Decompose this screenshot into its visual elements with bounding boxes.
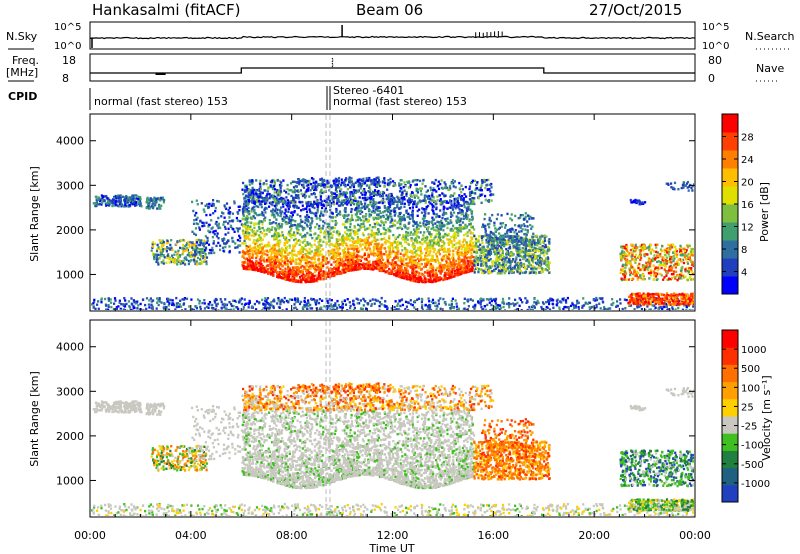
nsky-label: N.Sky — [6, 30, 38, 43]
colorbar-segment — [722, 416, 738, 434]
y-tick-label: 4000 — [56, 135, 84, 148]
y-tick-label: 1000 — [56, 474, 84, 487]
colorbar-segment — [722, 347, 738, 365]
nave-tick-bottom: 0 — [708, 72, 715, 85]
nsky-tick-top: 10^5 — [54, 22, 81, 33]
colorbar-segment — [722, 381, 738, 400]
nsky-trace — [89, 25, 696, 48]
freq-trace — [90, 57, 695, 75]
x-axis: 00:00 04:00 08:00 12:00 16:00 20:00 00:00 — [74, 114, 711, 542]
x-tick-label: 16:00 — [477, 529, 509, 542]
date-title: 27/Oct/2015 — [589, 1, 682, 19]
power-colorbar: 28 24 20 16 12 8 4 — [721, 113, 754, 295]
colorbar-segment — [722, 398, 738, 417]
colorbar-tick-label: 8 — [741, 245, 747, 256]
colorbar-segment — [722, 484, 738, 503]
freq-unit: [MHz] — [6, 66, 38, 79]
freq-tick-top: 18 — [62, 54, 76, 67]
colorbar-segment — [722, 204, 738, 223]
colorbar-segment — [722, 150, 738, 169]
colorbar-segment — [722, 467, 738, 486]
x-tick-label: 20:00 — [578, 529, 610, 542]
colorbar-tick-label: 28 — [741, 133, 754, 144]
freq-panel: Freq. [MHz] 18 8 80 0 Nave — [6, 53, 784, 85]
colorbar-tick-label: 1000 — [741, 345, 766, 356]
beam-title: Beam 06 — [356, 1, 423, 19]
colorbar-tick-label: 100 — [741, 383, 760, 394]
colorbar-segment — [722, 114, 738, 133]
x-tick-label: 04:00 — [175, 529, 207, 542]
colorbar-tick-label: 12 — [741, 223, 754, 234]
colorbar-segment — [722, 168, 738, 187]
colorbar-segment — [722, 258, 738, 277]
colorbar-tick-label: 24 — [741, 155, 754, 166]
station-title: Hankasalmi (fitACF) — [92, 1, 240, 19]
colorbar-segment — [722, 240, 738, 259]
colorbar-tick-label: 16 — [741, 200, 754, 211]
x-axis-label: Time UT — [368, 542, 414, 554]
colorbar-segment — [722, 364, 738, 383]
colorbar-segment — [722, 330, 738, 348]
freq-tick-bottom: 8 — [62, 72, 69, 85]
x-tick-label: 00:00 — [74, 529, 106, 542]
colorbar-tick-label: 500 — [741, 364, 760, 375]
velocity-y-axis: 4000 3000 2000 1000 — [56, 341, 695, 487]
velocity-colorbar: 1000 500 100 25 -25 -100 -500 -1000 — [721, 329, 770, 503]
cpid-row: CPID normal (fast stereo) 153 Stereo -64… — [8, 84, 467, 110]
nsearch-tick-top: 10^5 — [702, 22, 729, 33]
velocity-panel: 4000 3000 2000 1000 Slant Range [km] 1000 50… — [28, 319, 773, 518]
colorbar-segment — [722, 186, 738, 205]
colorbar-segment — [722, 132, 738, 151]
x-tick-label: 12:00 — [377, 529, 409, 542]
colorbar-tick-label: 4 — [741, 268, 747, 279]
nsky-panel: N.Sky 10^5 10^0 10^5 10^0 N.Search — [6, 21, 795, 52]
freq-label: Freq. — [12, 54, 39, 67]
y-tick-label: 3000 — [56, 179, 84, 192]
cpid-label: CPID — [8, 90, 37, 103]
power-colorbar-label: Power [dB] — [758, 182, 771, 242]
velocity-data — [91, 382, 694, 516]
colorbar-segment — [722, 433, 738, 451]
colorbar-tick-label: -1000 — [741, 479, 770, 490]
power-data — [91, 176, 694, 310]
cpid-stereo: Stereo -6401 — [333, 84, 404, 97]
power-panel: 4000 3000 2000 1000 Slant Range [km] 28 24 20… — [28, 113, 771, 312]
colorbar-tick-label: -500 — [741, 460, 764, 471]
colorbar-segment — [722, 222, 738, 241]
power-y-axis: 4000 3000 2000 1000 — [56, 135, 695, 281]
nave-tick-top: 80 — [708, 54, 722, 67]
velocity-ylabel: Slant Range [km] — [28, 371, 41, 467]
colorbar-tick-label: -25 — [741, 422, 757, 433]
nave-label: Nave — [756, 62, 784, 75]
nsearch-tick-bottom: 10^0 — [702, 41, 729, 52]
nsearch-label: N.Search — [745, 30, 795, 43]
x-tick-label: 00:00 — [679, 529, 711, 542]
colorbar-segment — [722, 276, 738, 295]
colorbar-segment — [722, 450, 738, 469]
cpid-right: normal (fast stereo) 153 — [333, 95, 467, 108]
x-tick-label: 08:00 — [276, 529, 308, 542]
colorbar-tick-label: 25 — [741, 402, 754, 413]
y-tick-label: 3000 — [56, 385, 84, 398]
y-tick-label: 4000 — [56, 341, 84, 354]
colorbar-tick-label: -100 — [741, 441, 764, 452]
power-ylabel: Slant Range [km] — [28, 166, 41, 262]
nsky-tick-bottom: 10^0 — [54, 41, 81, 52]
colorbar-tick-label: 20 — [741, 178, 754, 189]
velocity-colorbar-label: Velocity [m s⁻¹] — [760, 375, 773, 460]
y-tick-label: 2000 — [56, 224, 84, 237]
y-tick-label: 1000 — [56, 268, 84, 281]
y-tick-label: 2000 — [56, 430, 84, 443]
cpid-left: normal (fast stereo) 153 — [94, 95, 228, 108]
